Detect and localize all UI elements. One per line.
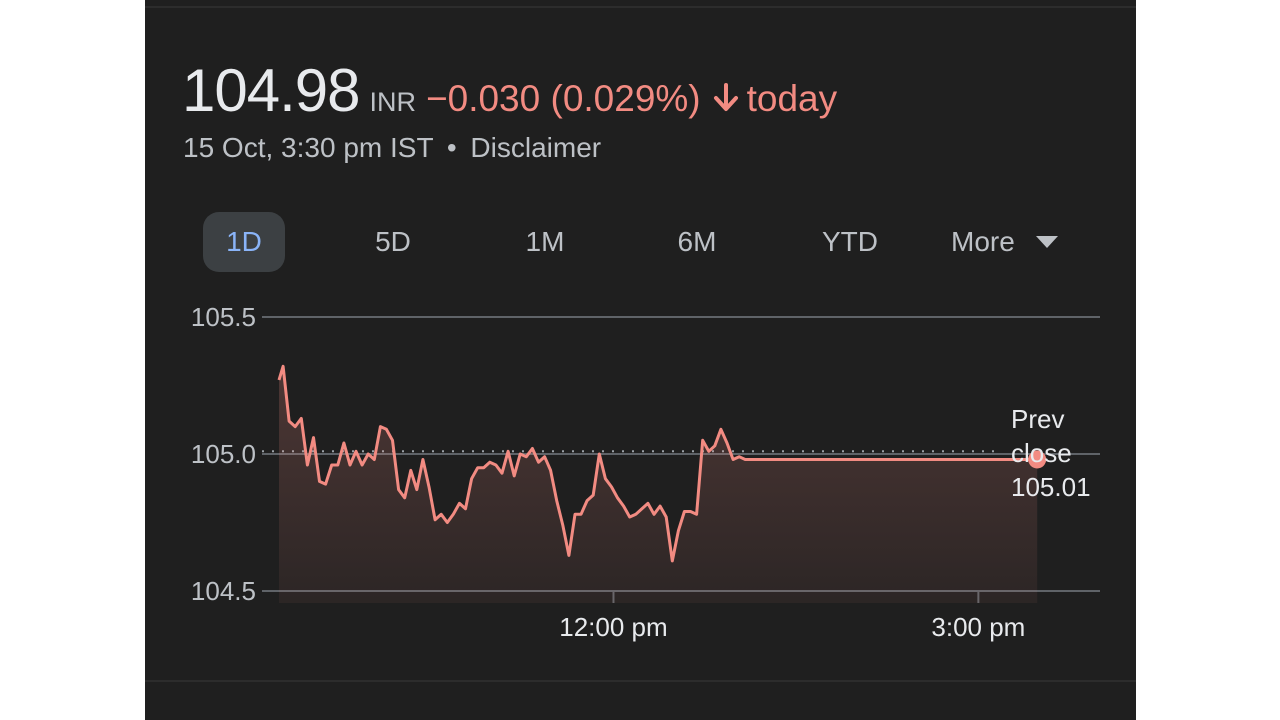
price-change: −0.030 (0.029%) bbox=[426, 78, 701, 119]
tab-6m[interactable]: 6M bbox=[677, 226, 717, 257]
tab-1m[interactable]: 1M bbox=[525, 226, 565, 257]
prev-close-annotation: Prev bbox=[1011, 404, 1064, 434]
tab-more[interactable]: More bbox=[951, 212, 1081, 272]
tab-ytd[interactable]: YTD bbox=[822, 226, 878, 257]
top-divider bbox=[145, 6, 1136, 8]
change-period: today bbox=[746, 78, 838, 119]
price-line bbox=[277, 364, 1038, 563]
currency-code: INR bbox=[369, 87, 417, 117]
range-tabs: 1D 5D 1M 6M YTD More bbox=[203, 212, 1083, 272]
price-area bbox=[279, 366, 1038, 603]
y-tick-label: 104.5 bbox=[191, 576, 256, 606]
caret-down-icon bbox=[1035, 236, 1058, 248]
x-tick-label: 3:00 pm bbox=[931, 612, 1025, 642]
current-price: 104.98 bbox=[182, 57, 361, 124]
bottom-divider bbox=[145, 680, 1136, 682]
arrow-down-icon bbox=[713, 83, 739, 113]
disclaimer-link[interactable]: Disclaimer bbox=[470, 132, 602, 163]
tab-1d[interactable]: 1D bbox=[203, 212, 285, 272]
meta-separator: • bbox=[446, 132, 457, 163]
y-tick-label: 105.5 bbox=[191, 302, 256, 332]
last-price-marker bbox=[1028, 450, 1047, 469]
prev-close-annotation: close bbox=[1011, 438, 1072, 468]
price-row: 104.98 INR −0.030 (0.029%) today bbox=[182, 56, 837, 126]
y-tick-label: 105.0 bbox=[191, 439, 256, 469]
tab-5d[interactable]: 5D bbox=[375, 226, 411, 257]
quote-timestamp: 15 Oct, 3:30 pm IST bbox=[183, 132, 434, 163]
quote-meta: 15 Oct, 3:30 pm IST • Disclaimer bbox=[183, 132, 601, 164]
prev-close-annotation: 105.01 bbox=[1011, 472, 1091, 502]
x-tick-label: 12:00 pm bbox=[559, 612, 667, 642]
tab-more-label: More bbox=[951, 226, 1015, 257]
